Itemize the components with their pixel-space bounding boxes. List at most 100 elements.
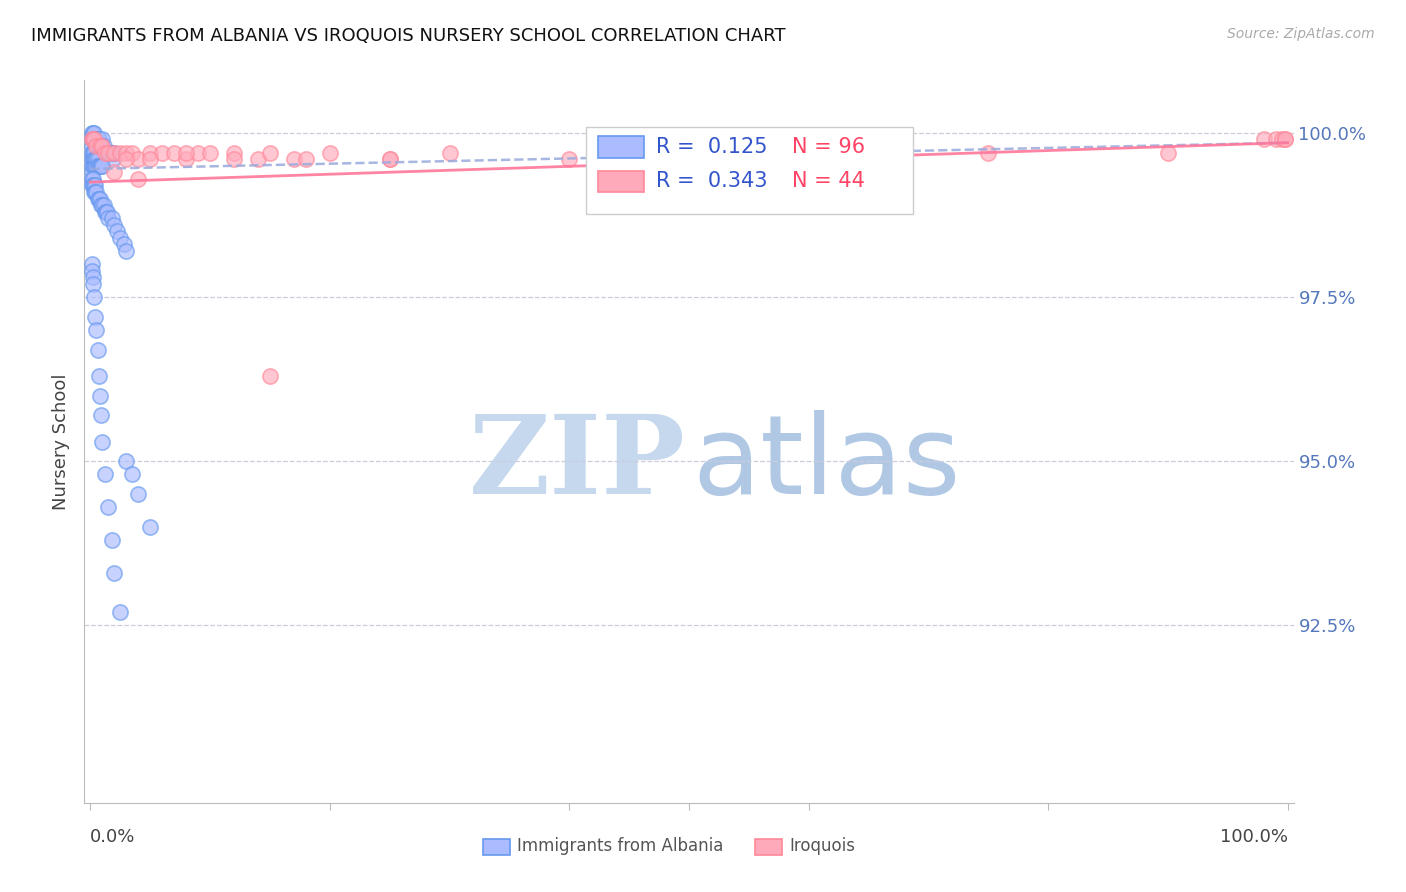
Point bbox=[86, 323, 108, 337]
Point bbox=[82, 159, 104, 173]
Point bbox=[86, 152, 108, 166]
Point bbox=[86, 139, 108, 153]
Point bbox=[259, 368, 281, 383]
Point bbox=[103, 566, 125, 580]
Point bbox=[378, 152, 401, 166]
Point bbox=[84, 132, 107, 146]
Text: R =  0.343: R = 0.343 bbox=[657, 171, 768, 192]
Point bbox=[127, 152, 149, 166]
Point bbox=[139, 145, 162, 160]
Point bbox=[93, 198, 115, 212]
Point bbox=[1253, 132, 1275, 146]
Point bbox=[198, 145, 221, 160]
Point bbox=[94, 145, 117, 160]
Point bbox=[84, 159, 107, 173]
FancyBboxPatch shape bbox=[484, 838, 510, 855]
Point bbox=[90, 159, 112, 173]
Point bbox=[93, 145, 115, 160]
Point bbox=[80, 132, 103, 146]
Point bbox=[90, 409, 112, 423]
Point bbox=[121, 145, 143, 160]
Point bbox=[97, 145, 120, 160]
Point bbox=[558, 152, 581, 166]
Text: R =  0.125: R = 0.125 bbox=[657, 136, 768, 157]
Point bbox=[110, 145, 132, 160]
Point bbox=[83, 178, 105, 193]
Text: 100.0%: 100.0% bbox=[1219, 828, 1288, 846]
Point bbox=[86, 343, 108, 357]
Point bbox=[83, 159, 105, 173]
Point bbox=[127, 171, 149, 186]
Point bbox=[80, 171, 103, 186]
Point bbox=[103, 145, 125, 160]
Point bbox=[89, 139, 111, 153]
Point bbox=[115, 454, 138, 468]
Point bbox=[86, 132, 108, 146]
Point bbox=[87, 368, 110, 383]
Point bbox=[103, 218, 125, 232]
Point bbox=[91, 139, 114, 153]
Point bbox=[127, 487, 149, 501]
Point bbox=[139, 520, 162, 534]
Point bbox=[80, 152, 103, 166]
Point bbox=[115, 152, 138, 166]
Point bbox=[97, 211, 120, 226]
Point bbox=[103, 145, 125, 160]
Point bbox=[222, 152, 245, 166]
Point bbox=[91, 139, 114, 153]
Point bbox=[101, 145, 124, 160]
Point bbox=[89, 192, 111, 206]
Point bbox=[1264, 132, 1286, 146]
Point bbox=[83, 185, 105, 199]
Point bbox=[1274, 132, 1296, 146]
Point bbox=[86, 132, 108, 146]
Point bbox=[93, 204, 115, 219]
Point bbox=[187, 145, 209, 160]
Point bbox=[86, 152, 108, 166]
Point bbox=[174, 145, 197, 160]
Point bbox=[87, 192, 110, 206]
Point bbox=[115, 145, 138, 160]
Point bbox=[96, 204, 118, 219]
Point bbox=[87, 132, 110, 146]
Point bbox=[82, 171, 104, 186]
FancyBboxPatch shape bbox=[599, 170, 644, 193]
Point bbox=[80, 257, 103, 271]
Point bbox=[80, 139, 103, 153]
Point bbox=[174, 152, 197, 166]
Point bbox=[91, 198, 114, 212]
Point bbox=[83, 132, 105, 146]
Point bbox=[83, 132, 105, 146]
Point bbox=[115, 244, 138, 258]
Text: Iroquois: Iroquois bbox=[789, 838, 855, 855]
FancyBboxPatch shape bbox=[586, 128, 912, 214]
Text: ZIP: ZIP bbox=[468, 409, 685, 516]
Point bbox=[112, 237, 135, 252]
Point bbox=[93, 145, 115, 160]
Point bbox=[86, 159, 108, 173]
Point bbox=[91, 434, 114, 449]
Point bbox=[83, 126, 105, 140]
Point bbox=[82, 126, 104, 140]
Point bbox=[89, 139, 111, 153]
Point bbox=[80, 264, 103, 278]
Point bbox=[82, 178, 104, 193]
Point bbox=[82, 132, 104, 146]
Point bbox=[1270, 132, 1292, 146]
Text: Immigrants from Albania: Immigrants from Albania bbox=[517, 838, 724, 855]
Point bbox=[139, 152, 162, 166]
Point bbox=[90, 198, 112, 212]
Point bbox=[87, 159, 110, 173]
Point bbox=[101, 211, 124, 226]
Point bbox=[82, 152, 104, 166]
Point bbox=[82, 270, 104, 285]
Point bbox=[97, 145, 120, 160]
Point bbox=[101, 152, 124, 166]
Point bbox=[82, 145, 104, 160]
Point bbox=[150, 145, 173, 160]
FancyBboxPatch shape bbox=[599, 136, 644, 158]
Point bbox=[283, 152, 305, 166]
Point bbox=[90, 139, 112, 153]
Point bbox=[83, 152, 105, 166]
Point bbox=[110, 605, 132, 619]
